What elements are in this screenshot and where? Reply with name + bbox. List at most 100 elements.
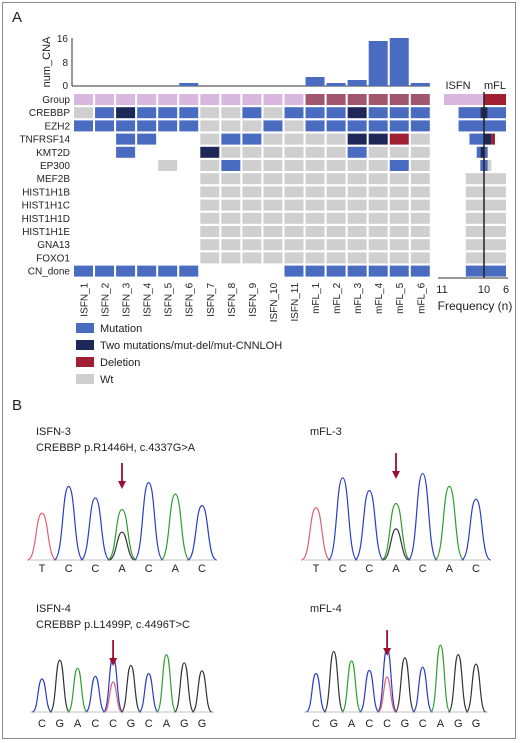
- chromatogram-base-letter-3: C: [91, 718, 99, 730]
- mutation-arrow-head: [392, 471, 400, 479]
- chromatogram-sample-label: mFL-3: [310, 426, 342, 438]
- cell-crebbp-mFL_1: [305, 107, 325, 119]
- row-label-tnfrsf14: TNFRSF14: [19, 135, 70, 146]
- freq-isfn-bar-hist1h1c: [465, 199, 484, 211]
- sample-label-ISFN_11: ISFN_11: [290, 282, 301, 321]
- freq-mfl-overlay-tnfrsf14-0: [484, 133, 492, 145]
- legend-label-0: Mutation: [100, 323, 142, 335]
- cn-done-cell-mFL_6: [410, 265, 430, 277]
- cell-hist1h1c-mFL_2: [326, 199, 346, 211]
- legend: Mutation Two mutations/mut-del/mut-CNNLOH…: [76, 323, 282, 386]
- cn-done-cell-ISFN_3: [116, 265, 136, 277]
- cell-ezh2-ISFN_3: [116, 120, 136, 132]
- cell-crebbp-ISFN_2: [95, 107, 115, 119]
- chromatogram-base-letter-3: C: [365, 718, 373, 730]
- row-label-cn_done: CN_done: [28, 267, 71, 278]
- cna-bar-mFL_5: [389, 38, 409, 86]
- freq-isfn-bar-hist1h1d: [465, 212, 484, 224]
- chromatogram-base-letter-1: G: [329, 718, 338, 730]
- frequency-mfl-label: mFL: [484, 80, 506, 92]
- cell-tnfrsf14-ISFN_11: [284, 133, 304, 145]
- cell-ezh2-mFL_1: [305, 120, 325, 132]
- chromatogram-base-letter-0: C: [312, 718, 320, 730]
- cell-foxo1-ISFN_11: [284, 252, 304, 264]
- chromatogram-peak-9: [191, 670, 213, 713]
- chromatogram-peak-2: [354, 490, 385, 561]
- cell-crebbp-ISFN_11: [284, 107, 304, 119]
- cell-gna13-mFL_2: [326, 239, 346, 251]
- cell-crebbp-mFL_4: [368, 107, 388, 119]
- row-label-hist1h1d: HIST1H1D: [22, 214, 70, 225]
- cell-mef2b-mFL_2: [326, 173, 346, 185]
- cell-kmt2d-ISFN_7: [200, 146, 220, 158]
- cell-mef2b-mFL_6: [410, 173, 430, 185]
- chromatogram-peak-4: [133, 482, 164, 561]
- freq-isfn-overlay-crebbp-1: [458, 107, 481, 119]
- chromatogram-peak-8: [173, 662, 195, 713]
- chromatogram-sample-label: mFL-4: [310, 603, 342, 615]
- group-cell-ISFN_8: [221, 94, 241, 105]
- cell-hist1h1c-ISFN_8: [221, 199, 241, 211]
- cell-ep300-ISFN_10: [263, 160, 283, 171]
- num-cna-tick-16: 16: [57, 34, 69, 45]
- group-cell-ISFN_2: [95, 94, 115, 105]
- cell-tnfrsf14-ISFN_7: [200, 133, 220, 145]
- sample-label-ISFN_4: ISFN_4: [143, 282, 154, 316]
- cell-ezh2-ISFN_8: [221, 120, 241, 132]
- cell-kmt2d-ISFN_10: [263, 146, 283, 158]
- chromatogram-peak-7: [156, 654, 177, 713]
- chromatogram-peak-4: [407, 472, 438, 561]
- cell-hist1h1b-mFL_5: [389, 186, 409, 198]
- chromatogram-base-letter-3: A: [392, 563, 400, 575]
- mutation-arrow-head: [109, 658, 118, 666]
- cell-hist1h1d-mFL_4: [368, 212, 388, 224]
- cell-crebbp-ISFN_8: [221, 107, 241, 119]
- chromatogram-base-letter-4: C: [383, 718, 391, 730]
- freq-isfn-overlay-kmt2d-1: [476, 146, 481, 158]
- legend-label-3: Wt: [100, 374, 113, 386]
- cell-kmt2d-ISFN_8: [221, 146, 241, 158]
- group-cell-ISFN_9: [242, 94, 262, 105]
- cell-tnfrsf14-ISFN_9: [242, 133, 262, 145]
- legend-swatch-1: [76, 340, 94, 350]
- chromatogram-base-letter-5: G: [401, 718, 410, 730]
- group-cell-mFL_6: [410, 94, 430, 105]
- cell-tnfrsf14-mFL_5: [389, 133, 409, 145]
- freq-mfl-overlay-kmt2d-2: [484, 146, 488, 158]
- cell-ezh2-ISFN_7: [200, 120, 220, 132]
- cell-hist1h1c-ISFN_7: [200, 199, 220, 211]
- cell-ep300-ISFN_9: [242, 160, 262, 171]
- sample-label-ISFN_1: ISFN_1: [80, 282, 91, 316]
- chromatogram-peak-8: [447, 653, 469, 713]
- freq-isfn-bar-group: [444, 94, 484, 105]
- cell-tnfrsf14-ISFN_8: [221, 133, 241, 145]
- legend-label-1: Two mutations/mut-del/mut-CNNLOH: [100, 340, 282, 352]
- cna-bar-mFL_4: [368, 41, 388, 86]
- sample-label-ISFN_8: ISFN_8: [227, 282, 238, 316]
- cell-crebbp-ISFN_7: [200, 107, 220, 119]
- cell-foxo1-ISFN_8: [221, 252, 241, 264]
- freq-mfl-overlay-tnfrsf14-1: [491, 133, 495, 145]
- chromatogram-secondary-peak: [103, 681, 123, 713]
- sample-label-ISFN_3: ISFN_3: [122, 282, 133, 316]
- chromatogram-peak-2: [341, 660, 362, 713]
- freq-mfl-bar-hist1h1b: [484, 186, 506, 198]
- group-cell-ISFN_3: [116, 94, 136, 105]
- cell-mef2b-mFL_4: [368, 173, 388, 185]
- cell-crebbp-ISFN_10: [263, 107, 283, 119]
- chromatogram-peak-3: [107, 508, 137, 561]
- cell-crebbp-ISFN_5: [158, 107, 178, 119]
- cell-mef2b-mFL_5: [389, 173, 409, 185]
- cell-hist1h1c-mFL_1: [305, 199, 325, 211]
- group-cell-ISFN_10: [263, 94, 283, 105]
- frequency-tick-11: 11: [436, 284, 447, 296]
- cell-hist1h1e-ISFN_8: [221, 226, 241, 237]
- cell-mef2b-mFL_3: [347, 173, 367, 185]
- sample-label-ISFN_6: ISFN_6: [185, 282, 196, 316]
- cell-hist1h1d-mFL_1: [305, 212, 325, 224]
- mutation-arrow-head: [118, 481, 126, 489]
- chromatogram-peak-9: [465, 663, 487, 713]
